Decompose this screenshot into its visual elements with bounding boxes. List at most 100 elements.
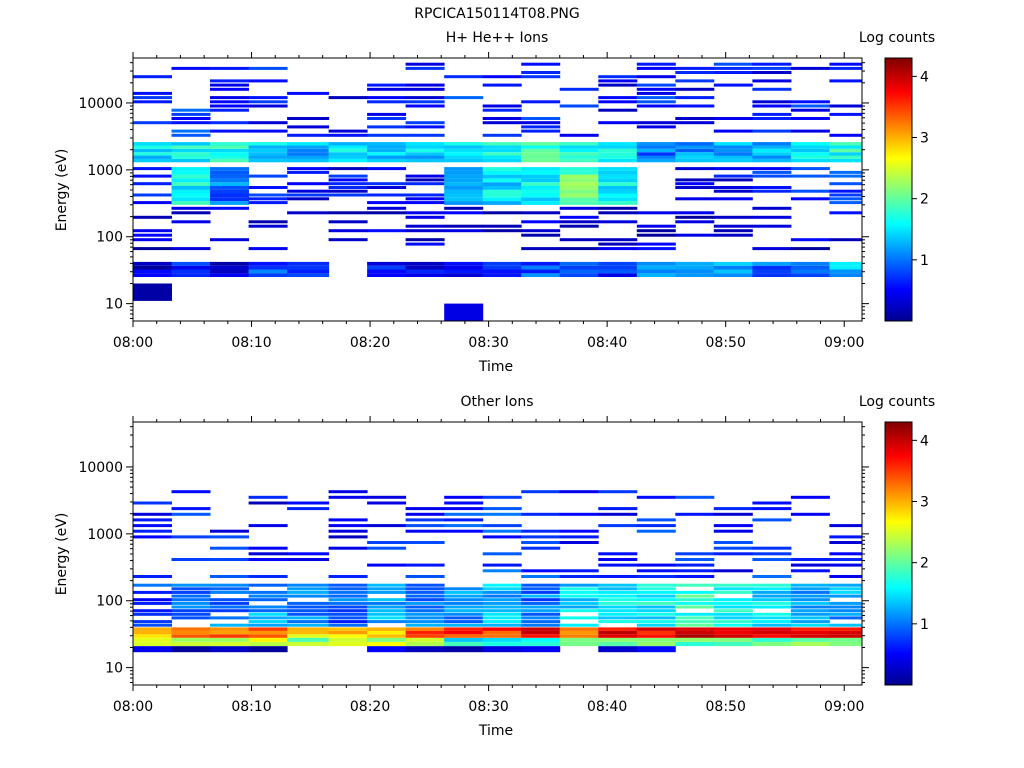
heatmap-cell <box>752 87 792 91</box>
heatmap-cell <box>444 178 484 183</box>
y-tick-label: 10 <box>105 661 123 677</box>
heatmap-cell <box>559 490 599 494</box>
heatmap-cell <box>636 158 676 163</box>
heatmap-cell <box>287 145 330 149</box>
colorbar-tick-label: 1 <box>920 617 929 633</box>
heatmap-cell <box>210 627 249 631</box>
heatmap-cell <box>287 133 330 137</box>
heatmap-cell <box>444 501 484 505</box>
heatmap-cell <box>444 598 484 602</box>
heatmap-cell <box>210 605 249 609</box>
heatmap-cell <box>328 583 368 587</box>
heatmap-cell <box>287 594 330 598</box>
heatmap-cell <box>171 612 211 616</box>
heatmap-cell <box>598 575 638 578</box>
heatmap-cell <box>675 590 715 594</box>
heatmap-cell <box>829 142 863 146</box>
heatmap-cell <box>248 142 288 146</box>
heatmap-cell <box>248 269 288 274</box>
heatmap-cell <box>133 627 172 631</box>
heatmap-cell <box>133 247 172 251</box>
heatmap-cell <box>367 495 407 499</box>
heatmap-cell <box>444 601 484 605</box>
heatmap-cell <box>171 558 211 561</box>
heatmap-cell <box>675 71 715 74</box>
heatmap-cell <box>675 117 715 120</box>
heatmap-cell <box>713 598 753 602</box>
heatmap-cell <box>713 507 753 511</box>
heatmap-cell <box>287 605 330 609</box>
heatmap-cell <box>829 197 863 201</box>
heatmap-cell <box>367 637 407 642</box>
heatmap-cell <box>521 541 561 544</box>
heatmap-cell <box>713 583 753 587</box>
heatmap-cell <box>133 598 172 602</box>
heatmap-cell <box>829 524 863 528</box>
heatmap-cell <box>559 206 599 210</box>
heatmap-cell <box>598 83 638 87</box>
heatmap-cell <box>521 269 561 274</box>
heatmap-cell <box>790 558 830 561</box>
heatmap-cell <box>482 133 522 137</box>
colorbar-tick-label: 3 <box>920 131 929 147</box>
heatmap-cell <box>713 273 753 277</box>
heatmap-cell <box>444 229 484 233</box>
heatmap-cell <box>598 605 638 609</box>
heatmap-cell <box>636 229 676 233</box>
heatmap-cell <box>829 189 863 193</box>
heatmap-cell <box>444 206 484 210</box>
heatmap-cell <box>444 201 484 205</box>
heatmap-cell <box>482 197 522 202</box>
heatmap-cell <box>328 575 368 578</box>
heatmap-cell <box>521 62 561 66</box>
heatmap-cell <box>482 627 522 631</box>
heatmap-cell <box>133 229 172 233</box>
heatmap-cell <box>521 178 561 183</box>
heatmap-cell <box>171 186 211 190</box>
heatmap-cell <box>444 265 484 270</box>
heatmap-cell <box>367 546 407 550</box>
heatmap-cell <box>752 575 792 578</box>
heatmap-cell <box>713 269 753 274</box>
heatmap-cell <box>171 211 211 215</box>
heatmap-cell <box>675 197 715 201</box>
heatmap-cell <box>521 174 561 179</box>
heatmap-cell <box>675 575 715 578</box>
heatmap-cell <box>248 104 288 108</box>
heatmap-cell <box>559 224 599 228</box>
heatmap-cell <box>287 155 330 159</box>
heatmap-cell <box>248 201 288 205</box>
heatmap-cell <box>713 265 753 270</box>
heatmap-cell <box>405 261 445 266</box>
heatmap-cell <box>559 145 599 149</box>
heatmap-cell <box>752 641 792 647</box>
heatmap-cell <box>367 83 407 87</box>
heatmap-cell <box>444 303 484 321</box>
heatmap-cell <box>559 630 599 635</box>
heatmap-cell <box>713 129 753 133</box>
heatmap-cell <box>248 575 288 578</box>
heatmap-cell <box>675 87 715 91</box>
heatmap-cell <box>598 96 638 100</box>
heatmap-cell <box>598 601 638 605</box>
heatmap-cell <box>405 96 445 100</box>
heatmap-cell <box>829 145 863 149</box>
panel-title: Other Ions <box>460 394 533 410</box>
heatmap-cell <box>713 524 753 528</box>
heatmap-cell <box>675 142 715 146</box>
heatmap-cell <box>752 273 792 277</box>
heatmap-cell <box>133 233 172 237</box>
heatmap-cell <box>636 616 676 620</box>
heatmap-cell <box>367 563 407 567</box>
heatmap-cell <box>367 158 407 163</box>
heatmap-cell <box>598 507 638 511</box>
heatmap-cell <box>444 512 484 516</box>
heatmap-cell <box>328 182 368 186</box>
colorbar-tick-label: 2 <box>920 192 929 208</box>
heatmap-cell <box>598 609 638 613</box>
heatmap-cell <box>482 524 522 528</box>
heatmap-cell <box>405 634 445 638</box>
heatmap-cell <box>210 155 249 159</box>
heatmap-cell <box>171 583 211 587</box>
